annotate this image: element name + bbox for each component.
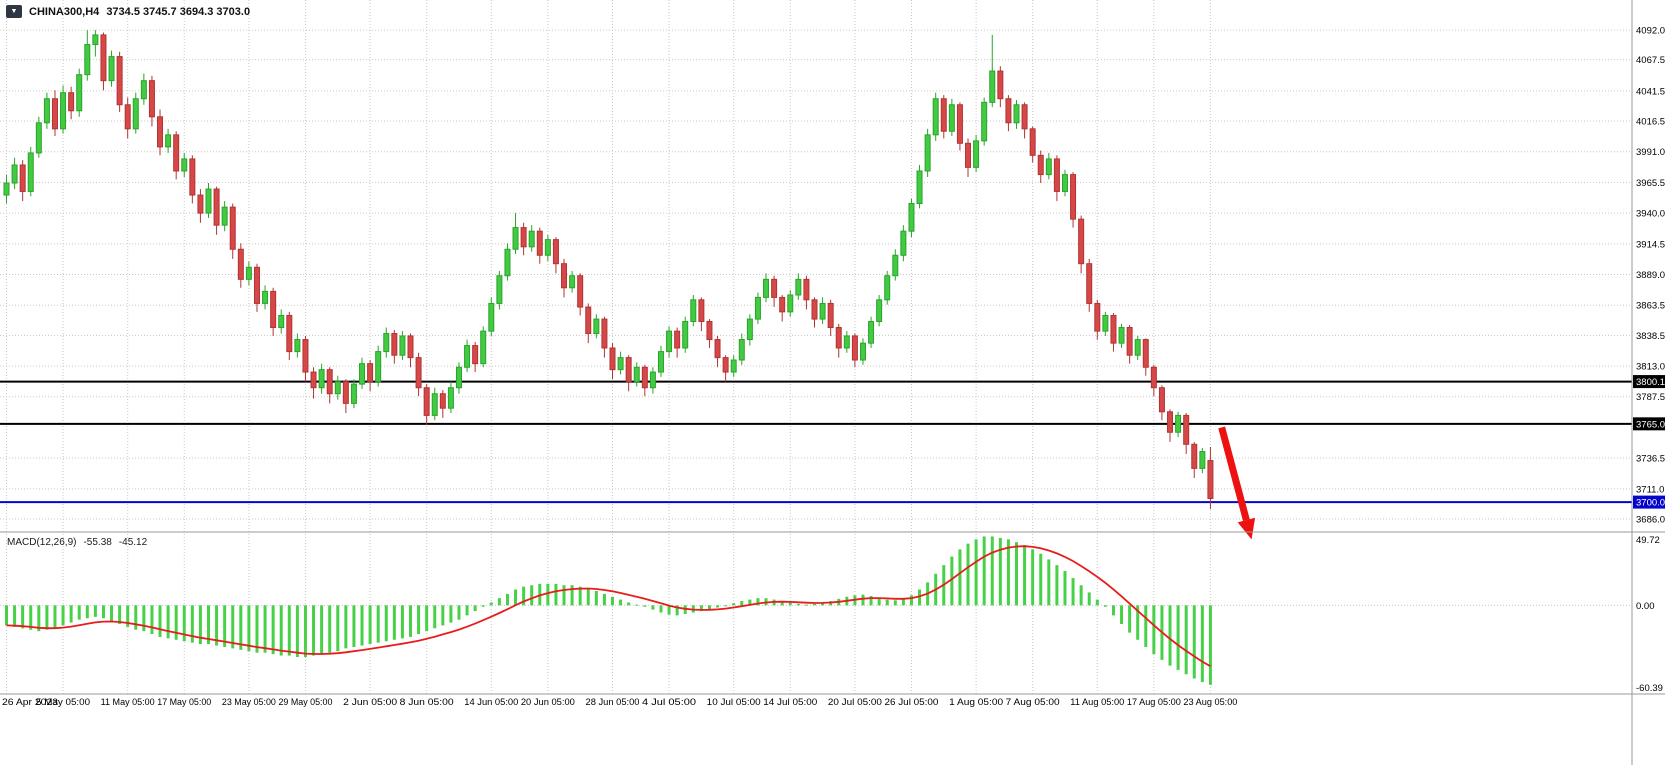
price-tick-label: 3736.5 <box>1636 454 1665 465</box>
time-tick-label: 14 Jun 05:00 <box>464 697 518 707</box>
time-tick-label: 17 Aug 05:00 <box>1127 697 1181 707</box>
time-tick-label: 4 Jul 05:00 <box>642 697 696 707</box>
time-tick-label: 26 Apr 2023 <box>2 697 58 707</box>
price-tick-label: 3711.0 <box>1636 484 1664 495</box>
macd-indicator-label: MACD(12,26,9) -55.38 -45.12 <box>7 537 147 548</box>
candles-layer <box>3 30 1214 509</box>
price-tick-label: 3686.0 <box>1636 514 1665 525</box>
symbol-expander-button[interactable]: ▼ <box>6 5 22 18</box>
time-tick-label: 17 May 05:00 <box>157 697 211 707</box>
time-tick-label: 26 Jul 05:00 <box>884 697 938 707</box>
price-tick-label: 3940.0 <box>1636 209 1665 220</box>
price-tick-label: 3965.5 <box>1636 178 1665 189</box>
price-tick-label: 3787.5 <box>1636 392 1665 403</box>
price-tag-label: 3700.0 <box>1636 498 1665 509</box>
price-tick-label: 4041.5 <box>1636 86 1665 97</box>
time-tick-label: 11 May 05:00 <box>101 697 155 707</box>
price-tag-label: 3765.0 <box>1636 419 1665 430</box>
time-tick-label: 11 Aug 05:00 <box>1070 697 1124 707</box>
price-tag <box>1633 495 1665 509</box>
price-tick-label: 3863.5 <box>1636 301 1665 312</box>
time-tick-label: 20 Jun 05:00 <box>521 697 575 707</box>
macd-tick-label: 49.72 <box>1636 535 1660 546</box>
time-tick-label: 7 Aug 05:00 <box>1006 697 1060 707</box>
price-tag <box>1633 375 1665 389</box>
time-tick-label: 14 Jul 05:00 <box>763 697 817 707</box>
price-tick-label: 3813.0 <box>1636 362 1665 373</box>
time-tick-label: 23 May 05:00 <box>222 697 276 707</box>
price-tick-label: 3838.5 <box>1636 331 1665 342</box>
price-tick-label: 4016.5 <box>1636 117 1665 128</box>
time-tick-label: 2 Jun 05:00 <box>343 697 397 707</box>
time-tick-label: 28 Jun 05:00 <box>586 697 640 707</box>
price-tag-label: 3800.1 <box>1636 377 1665 388</box>
symbol-title: CHINA300,H4 <box>29 5 100 18</box>
macd-name: MACD(12,26,9) <box>7 537 77 548</box>
macd-main-value: -55.38 <box>83 537 112 548</box>
price-tick-label: 3914.5 <box>1636 239 1665 250</box>
time-tick-label: 8 Jun 05:00 <box>400 697 454 707</box>
price-tick-label: 3889.0 <box>1636 270 1665 281</box>
price-tick-label: 4092.0 <box>1636 26 1665 37</box>
symbol-bar: ▼ CHINA300,H4 3734.5 3745.7 3694.3 3703.… <box>6 5 250 18</box>
macd-axis[interactable]: 49.72 0.00 -60.39 <box>1636 535 1663 694</box>
time-tick-label: 29 May 05:00 <box>278 697 332 707</box>
chevron-down-icon: ▼ <box>10 8 18 15</box>
macd-signal-value: -45.12 <box>118 537 148 548</box>
time-tick-label: 1 Aug 05:00 <box>949 697 1003 707</box>
time-tick-label: 5 May 05:00 <box>36 697 90 707</box>
trend-arrow[interactable] <box>1218 426 1256 540</box>
price-axis[interactable]: 4092.0 4067.5 4041.5 4016.5 3991.0 3965.5 3940… <box>1633 26 1665 526</box>
price-tag <box>1633 417 1665 431</box>
symbol-ohlc-values: 3734.5 3745.7 3694.3 3703.0 <box>106 5 251 18</box>
macd-tick-label: 0.00 <box>1636 601 1655 612</box>
macd-layer <box>5 536 1212 685</box>
price-tick-label: 3991.0 <box>1636 147 1665 158</box>
time-tick-label: 20 Jul 05:00 <box>828 697 882 707</box>
time-tick-label: 23 Aug 05:00 <box>1183 697 1237 707</box>
price-tick-label: 4067.5 <box>1636 55 1665 66</box>
time-tick-label: 10 Jul 05:00 <box>707 697 761 707</box>
macd-signal-line <box>6 545 1211 667</box>
macd-tick-label: -60.39 <box>1636 683 1663 694</box>
